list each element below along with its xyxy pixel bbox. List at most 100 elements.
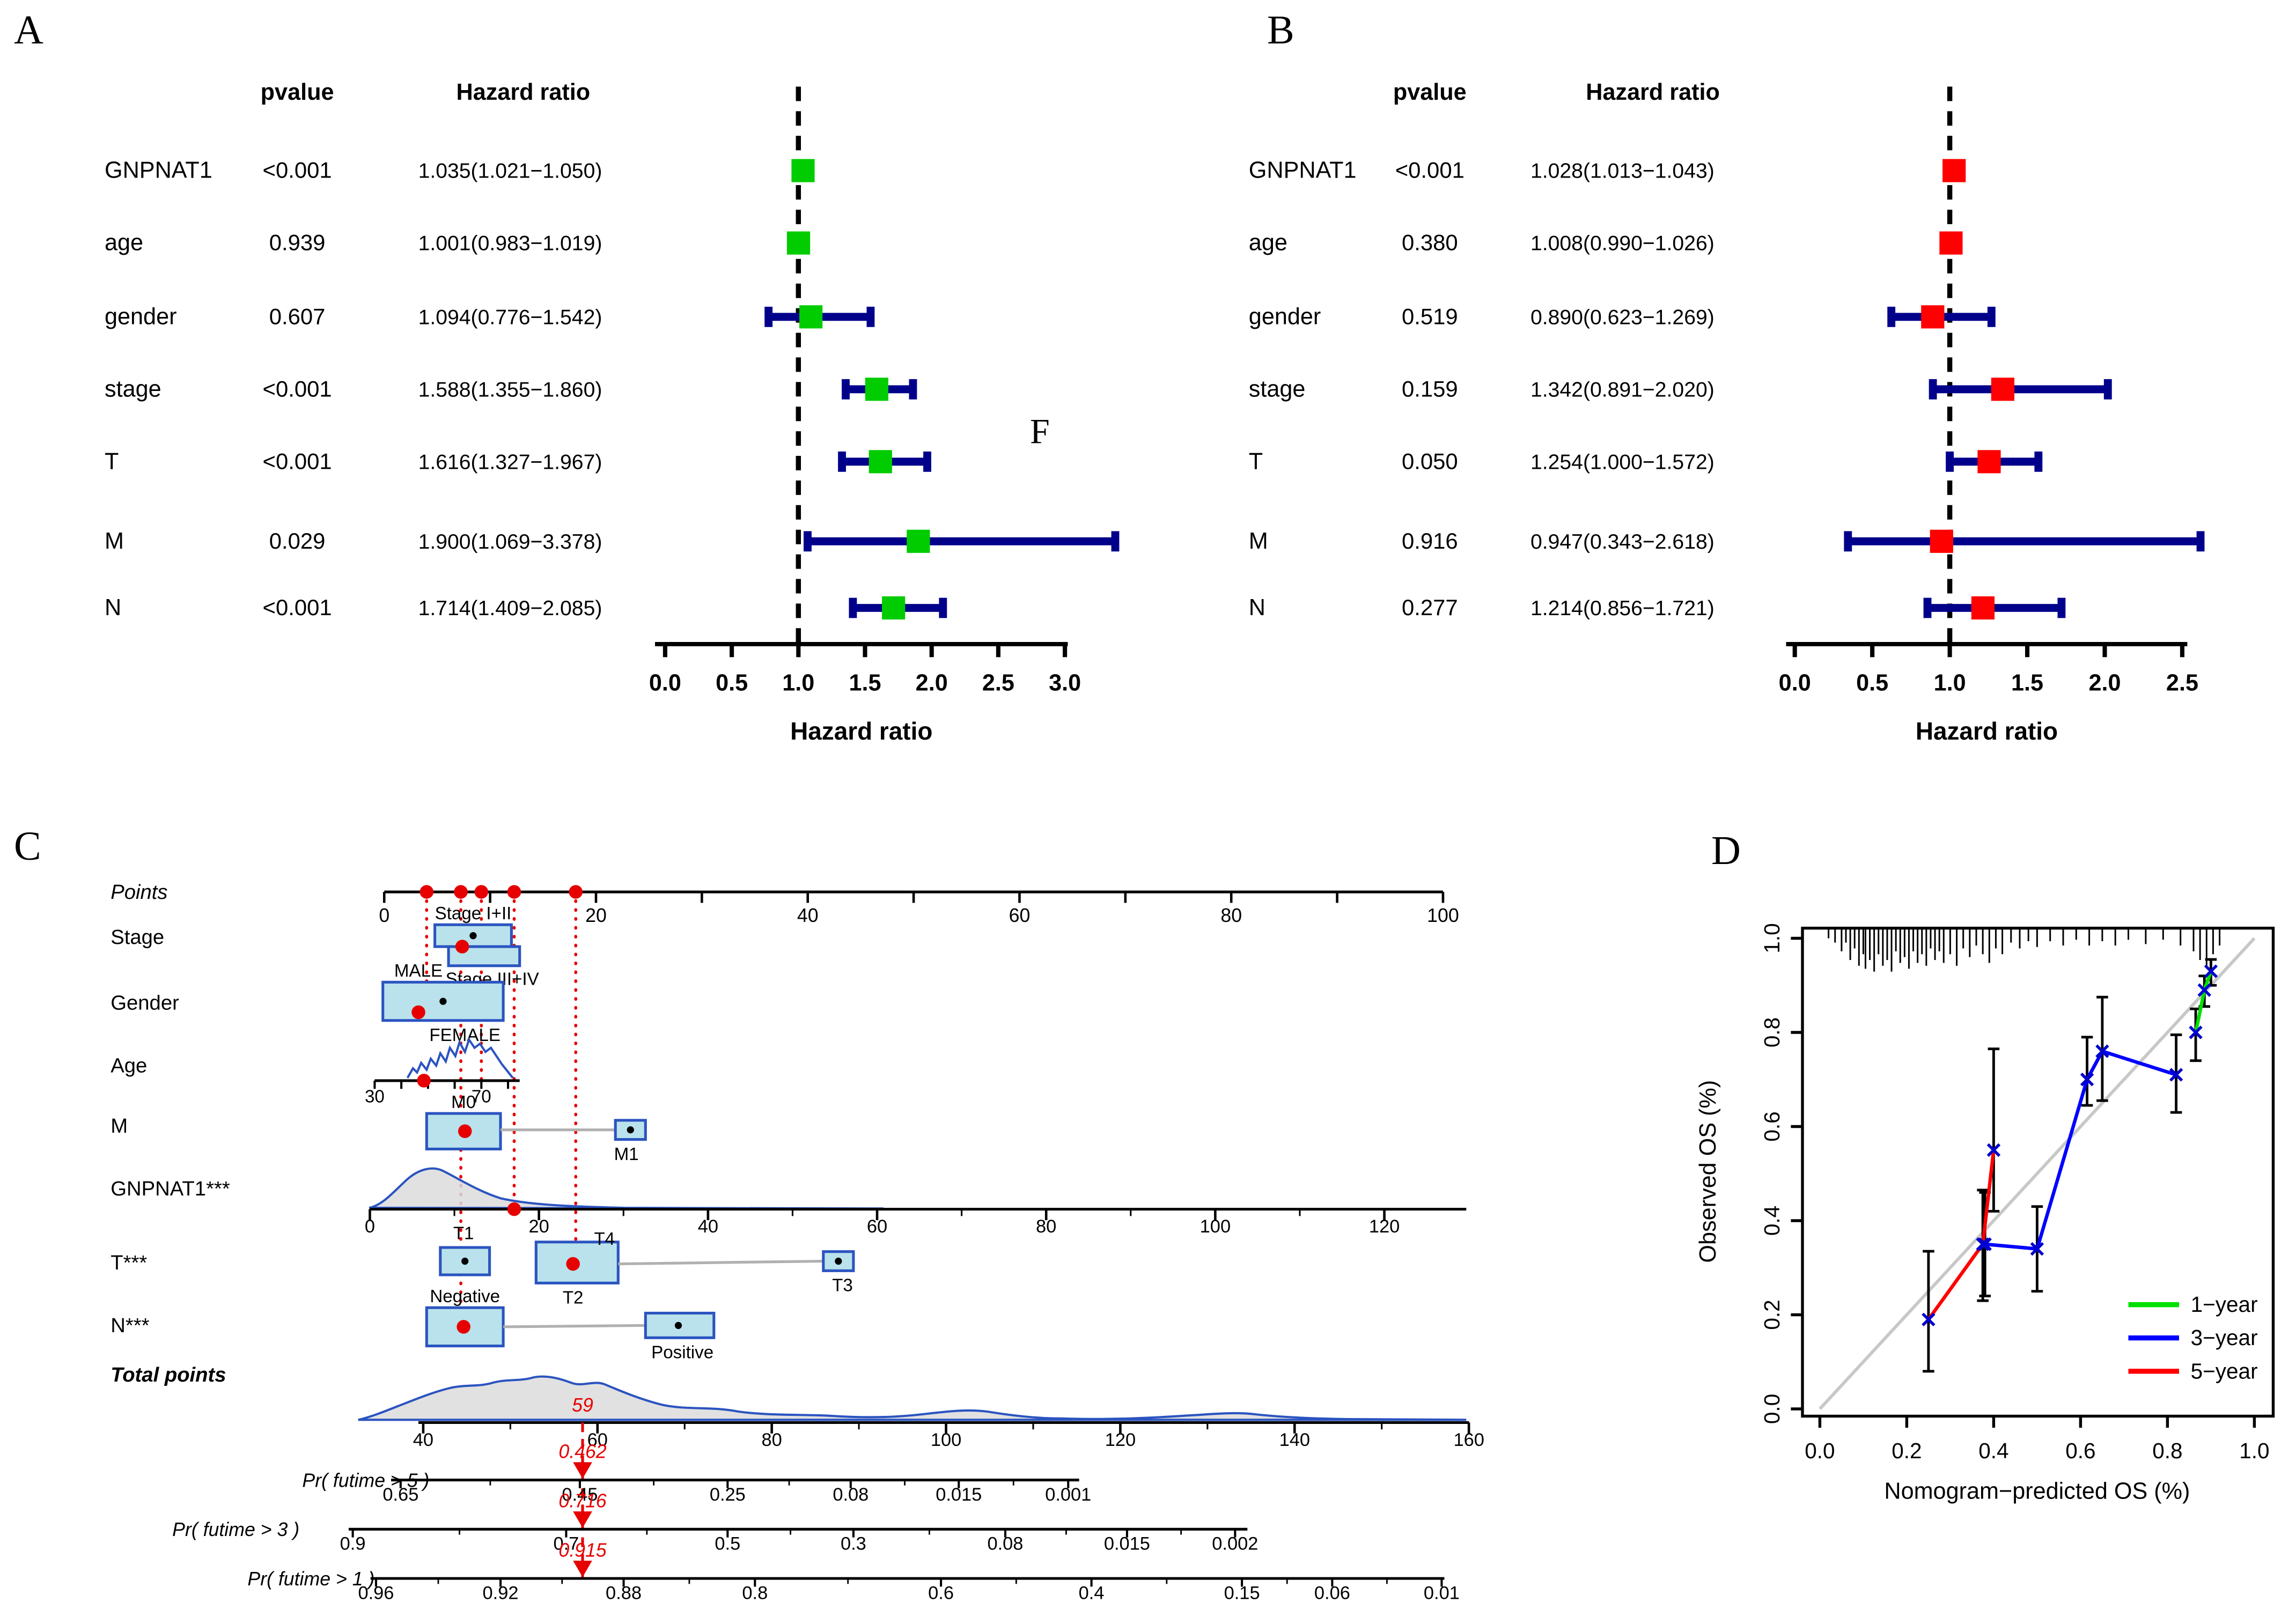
row-pvalue: 0.277 (1402, 595, 1458, 620)
axis-tick-label: 0 (365, 1216, 375, 1237)
axis-tick-label: 0.08 (987, 1534, 1023, 1554)
axis-tick-label: 0.002 (1212, 1534, 1258, 1554)
row-hr-ci: 1.616(1.327−1.967) (418, 451, 602, 474)
col-header-pvalue: pvalue (261, 79, 334, 105)
row-label-total-points: Total points (111, 1363, 226, 1386)
panel-label-D: D (1711, 828, 1741, 873)
row-pvalue: <0.001 (263, 376, 332, 401)
axis-tick-label: 0.45 (562, 1485, 598, 1505)
axis-tick-label: 60 (587, 1430, 608, 1450)
row-hr-ci: 1.028(1.013−1.043) (1530, 160, 1714, 183)
x-tick-label: 0.5 (1856, 670, 1888, 696)
axis-tick-label: 0.8 (742, 1583, 768, 1603)
row-hr-ci: 0.890(0.623−1.269) (1530, 306, 1714, 329)
category-label: T2 (563, 1288, 584, 1308)
row-label-prob: Pr( futime > 1 ) (247, 1568, 374, 1590)
row-pvalue: <0.001 (263, 158, 332, 183)
row-label-age: Age (111, 1054, 147, 1077)
axis-tick-label: 80 (1220, 905, 1242, 926)
row-label: GNPNAT1 (1249, 158, 1357, 183)
y-tick-label: 0.8 (1760, 1017, 1784, 1047)
axis-tick-label: 120 (1105, 1430, 1136, 1450)
row-hr-ci: 1.714(1.409−2.085) (418, 597, 602, 620)
hr-marker (799, 305, 823, 329)
point-marker-x (2030, 1242, 2044, 1256)
red-marker-dot (455, 940, 469, 954)
axis-tick-label: 40 (797, 905, 819, 926)
red-marker-dot (457, 1320, 470, 1334)
point-marker-x (2197, 983, 2211, 997)
x-tick-label: 1.0 (782, 670, 814, 696)
category-box (425, 1306, 505, 1348)
axis-tick-label: 0.96 (358, 1583, 394, 1603)
mean-dot (627, 1126, 634, 1134)
mean-dot (674, 1321, 682, 1330)
hr-marker (791, 159, 815, 182)
point-marker-x (2095, 1044, 2109, 1058)
axis-tick-label: 140 (1279, 1430, 1310, 1450)
mean-dot (461, 1257, 469, 1265)
total-points-value: 59 (572, 1394, 593, 1416)
red-marker-dot (569, 885, 583, 899)
red-marker-dot (411, 1005, 425, 1020)
axis-tick-label: 160 (1453, 1430, 1484, 1450)
x-tick-label: 2.0 (916, 670, 948, 696)
hr-marker (907, 529, 930, 553)
row-hr-ci: 1.001(0.983−1.019) (418, 232, 602, 255)
row-label: T (1249, 448, 1263, 474)
x-tick-label: 0.0 (1779, 670, 1811, 696)
point-marker-x (1978, 1237, 1992, 1251)
red-marker-dot (420, 885, 434, 899)
category-label: FEMALE (429, 1025, 501, 1045)
forest-plot-panel-A: pvalue Hazard ratio GNPNAT1 <0.001 1.035(1.0… (105, 79, 1120, 745)
category-label: Positive (651, 1343, 713, 1363)
axis-tick-label: 0.88 (606, 1583, 642, 1603)
row-pvalue: 0.159 (1402, 376, 1458, 401)
x-tick-label: 0.5 (716, 670, 748, 696)
row-label: N (105, 595, 121, 621)
axis-tick-label: 100 (931, 1430, 961, 1450)
axis-tick-label: 0.4 (1079, 1583, 1105, 1603)
probability-arrow (573, 1511, 592, 1528)
row-label: age (105, 230, 143, 256)
x-tick-label: 1.5 (849, 670, 881, 696)
axis-tick-label: 0 (379, 905, 389, 926)
category-label: T1 (453, 1224, 474, 1244)
row-pvalue: 0.380 (1402, 230, 1458, 255)
col-header-hazard-ratio: Hazard ratio (1586, 79, 1720, 105)
col-header-hazard-ratio: Hazard ratio (457, 79, 591, 105)
category-label: Stage I+II (435, 904, 512, 924)
probability-arrow (573, 1462, 592, 1479)
point-marker-x (2189, 1025, 2203, 1039)
axis-tick-label: 20 (529, 1216, 549, 1237)
axis-tick-label: 0.015 (1104, 1534, 1150, 1554)
red-marker-dot (458, 1124, 472, 1139)
axis-tick-label: 0.08 (833, 1485, 869, 1505)
axis-tick-label: 80 (1036, 1216, 1056, 1237)
red-marker-dot (474, 885, 489, 899)
category-label: T3 (832, 1276, 853, 1296)
row-pvalue: 0.916 (1402, 528, 1458, 553)
row-label-gnpnat1: GNPNAT1*** (111, 1177, 230, 1200)
axis-tick-label: 0.3 (841, 1534, 866, 1554)
row-pvalue: <0.001 (1395, 158, 1465, 183)
row-label: stage (105, 376, 161, 402)
x-tick-label: 0.0 (649, 670, 681, 696)
x-tick-label: 0.6 (2065, 1438, 2095, 1463)
row-hr-ci: 1.214(0.856−1.721) (1530, 597, 1714, 620)
col-header-pvalue: pvalue (1393, 79, 1467, 105)
axis-tick-label: 40 (698, 1216, 718, 1237)
x-tick-label: 3.0 (1049, 670, 1081, 696)
axis-tick-label: 40 (413, 1430, 433, 1450)
axis-tick-label: 60 (1009, 905, 1031, 926)
axis-tick-label: 60 (867, 1216, 887, 1237)
row-label: M (105, 528, 124, 554)
red-marker-dot (566, 1257, 580, 1271)
row-label-t: T*** (111, 1251, 147, 1274)
axis-tick-label: 0.65 (382, 1485, 418, 1505)
row-label: stage (1249, 376, 1306, 402)
panel-label-F: F (1030, 412, 1050, 451)
x-tick-label: 0.8 (2152, 1438, 2182, 1463)
